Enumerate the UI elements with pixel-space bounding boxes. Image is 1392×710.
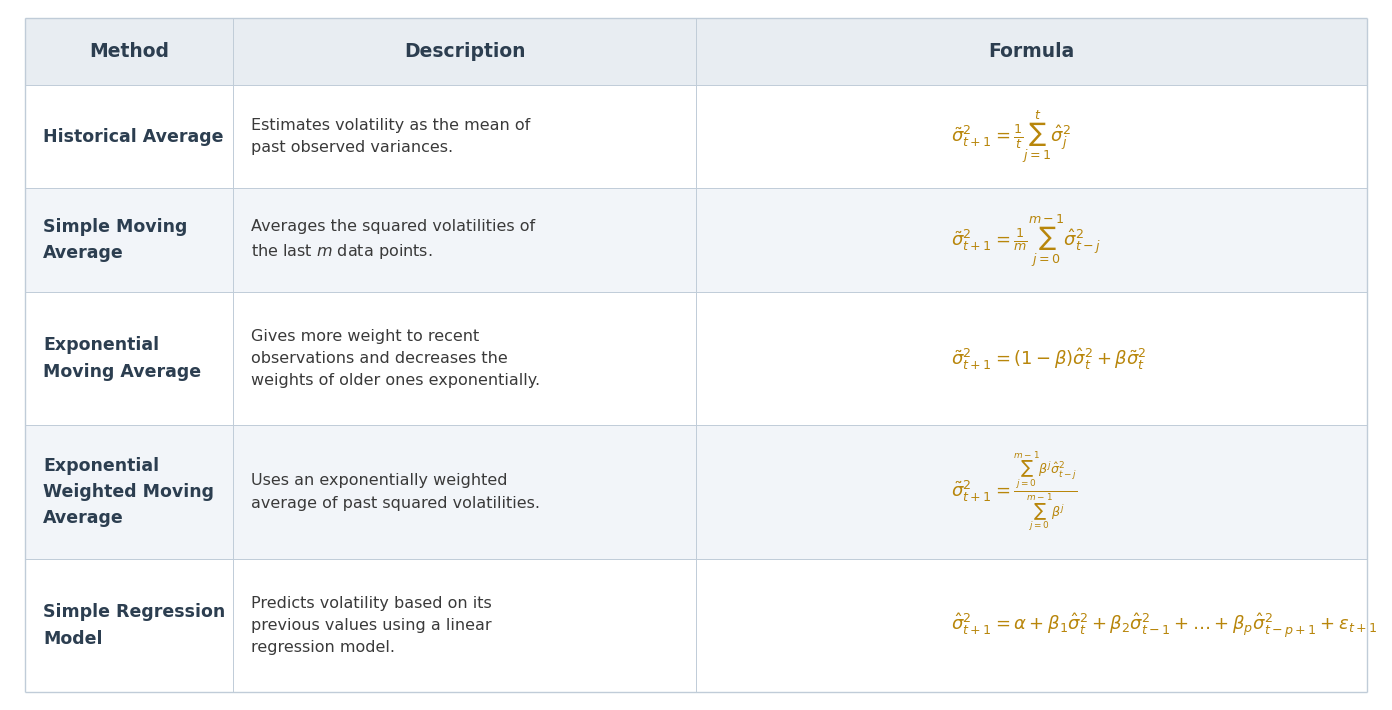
Text: Estimates volatility as the mean of
past observed variances.: Estimates volatility as the mean of past… — [251, 118, 530, 155]
Bar — [232, 18, 696, 85]
Text: Description: Description — [404, 42, 525, 61]
Text: Historical Average: Historical Average — [43, 128, 224, 146]
Bar — [25, 85, 232, 188]
Text: $\hat{\sigma}^2_{t+1} = \alpha + \beta_1\hat{\sigma}^2_t + \beta_2\hat{\sigma}^2: $\hat{\sigma}^2_{t+1} = \alpha + \beta_1… — [951, 611, 1378, 640]
Text: Simple Moving
Average: Simple Moving Average — [43, 218, 188, 263]
Text: Simple Regression
Model: Simple Regression Model — [43, 604, 226, 648]
Bar — [25, 292, 232, 425]
Bar — [696, 85, 1367, 188]
Text: Averages the squared volatilities of
the last $m$ data points.: Averages the squared volatilities of the… — [251, 219, 536, 261]
Bar — [25, 559, 232, 692]
Bar — [696, 188, 1367, 292]
Bar — [25, 188, 232, 292]
Bar — [232, 188, 696, 292]
Bar — [232, 85, 696, 188]
Bar — [25, 18, 232, 85]
Text: Exponential
Weighted Moving
Average: Exponential Weighted Moving Average — [43, 457, 214, 528]
Text: Uses an exponentially weighted
average of past squared volatilities.: Uses an exponentially weighted average o… — [251, 474, 540, 510]
Text: Gives more weight to recent
observations and decreases the
weights of older ones: Gives more weight to recent observations… — [251, 329, 540, 388]
Bar — [232, 292, 696, 425]
Text: $\tilde{\sigma}^2_{t+1} = \frac{1}{m}\sum_{j=0}^{m-1}\hat{\sigma}^2_{t-j}$: $\tilde{\sigma}^2_{t+1} = \frac{1}{m}\su… — [951, 212, 1101, 268]
Bar — [232, 425, 696, 559]
Text: $\tilde{\sigma}^2_{t+1} = \frac{\sum_{j=0}^{m-1}\beta^j\hat{\sigma}^2_{t-j}}{\su: $\tilde{\sigma}^2_{t+1} = \frac{\sum_{j=… — [951, 450, 1077, 535]
Bar — [696, 425, 1367, 559]
Text: Method: Method — [89, 42, 168, 61]
Text: Formula: Formula — [988, 42, 1075, 61]
Bar — [696, 292, 1367, 425]
Bar — [696, 559, 1367, 692]
Text: $\tilde{\sigma}^2_{t+1} = \frac{1}{t}\sum_{j=1}^{t}\hat{\sigma}^2_j$: $\tilde{\sigma}^2_{t+1} = \frac{1}{t}\su… — [951, 108, 1072, 165]
Text: $\tilde{\sigma}^2_{t+1} = (1-\beta)\hat{\sigma}^2_t + \beta\tilde{\sigma}^2_t$: $\tilde{\sigma}^2_{t+1} = (1-\beta)\hat{… — [951, 346, 1147, 371]
Bar — [232, 559, 696, 692]
Bar — [696, 18, 1367, 85]
Bar — [25, 425, 232, 559]
Text: Predicts volatility based on its
previous values using a linear
regression model: Predicts volatility based on its previou… — [251, 596, 491, 655]
Text: Exponential
Moving Average: Exponential Moving Average — [43, 337, 202, 381]
